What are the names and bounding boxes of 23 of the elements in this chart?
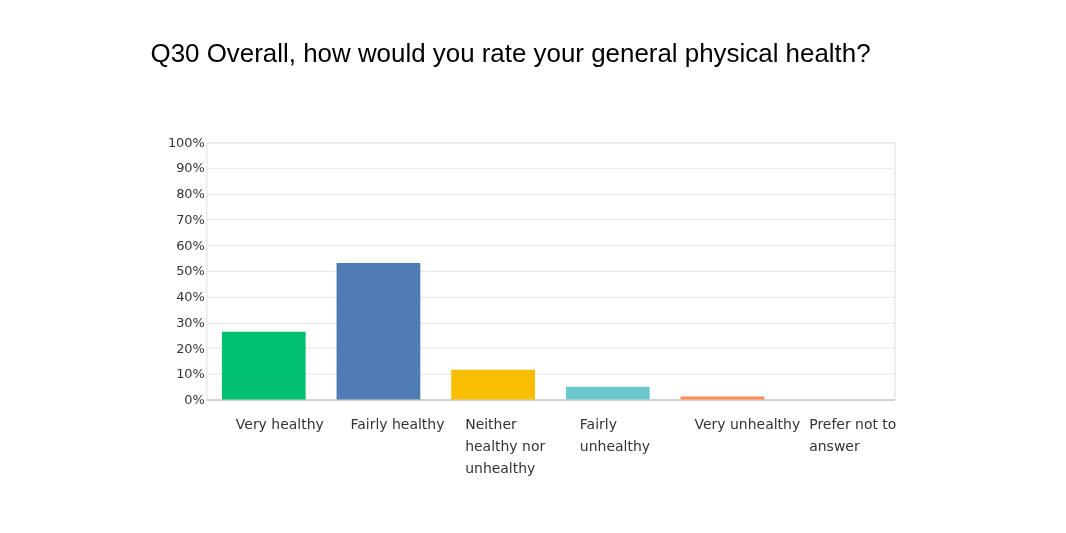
y-tick-label: 10%: [176, 366, 205, 382]
x-tick-label: Prefer not to answer: [809, 415, 897, 454]
y-tick-label: 0%: [184, 392, 205, 408]
x-tick-label: Fairly unhealthy: [579, 415, 650, 454]
y-tick-label: 80%: [176, 186, 205, 202]
y-tick-label: 70%: [176, 211, 205, 227]
y-tick-label: 20%: [176, 340, 205, 356]
y-tick-label: 60%: [176, 237, 205, 253]
bar: [221, 331, 306, 400]
x-tick-label: Fairly healthy: [350, 415, 445, 432]
y-tick-label: 100%: [167, 134, 205, 150]
chart-title: Q30 Overall, how would you rate your general physical health?: [150, 38, 871, 67]
bar: [680, 396, 765, 400]
y-tick-label: 30%: [176, 314, 205, 330]
y-tick-label: 50%: [176, 263, 205, 279]
bar: [336, 262, 421, 400]
x-tick-label: Very unhealthy: [694, 415, 801, 432]
y-tick-label: 40%: [176, 289, 205, 305]
y-tick-label: 90%: [176, 160, 205, 176]
x-tick-label: Very healthy: [235, 415, 324, 432]
x-tick-label: Neither healthy nor unhealthy: [465, 415, 546, 476]
bar: [451, 369, 535, 400]
bar: [565, 386, 650, 400]
